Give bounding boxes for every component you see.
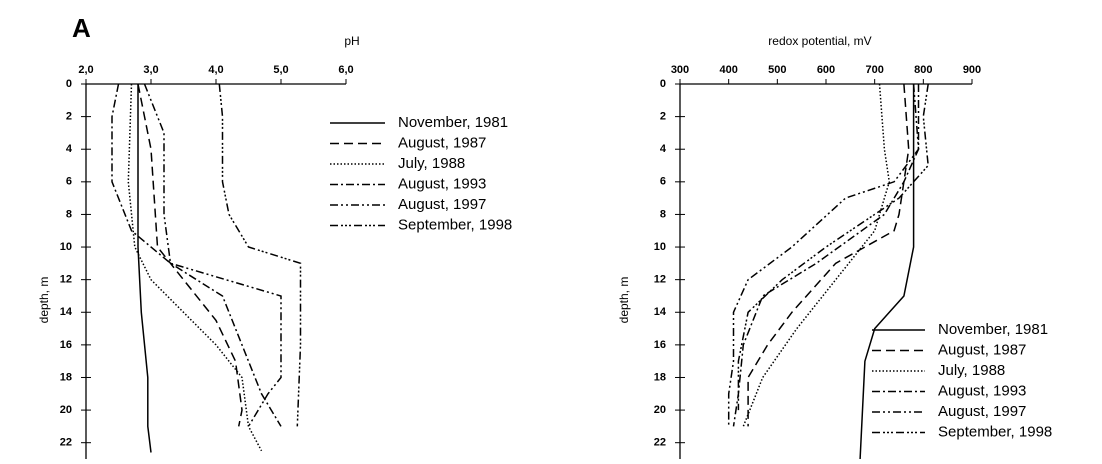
y-tick-label: 14 [654, 306, 667, 318]
y-axis-label: depth, m [617, 277, 631, 324]
y-tick-label: 22 [654, 437, 666, 449]
y-tick-label: 18 [654, 371, 666, 383]
legend-label: August, 1987 [938, 341, 1026, 358]
y-tick-label: 16 [654, 339, 666, 351]
panel-label: A [72, 13, 91, 43]
legend-label: August, 1997 [938, 403, 1026, 420]
x-tick-label: 800 [914, 64, 932, 76]
legend-label: November, 1981 [938, 321, 1048, 338]
x-tick-label: 6,0 [338, 64, 353, 76]
data-line [742, 83, 891, 427]
data-line [137, 84, 152, 453]
y-tick-label: 22 [60, 437, 72, 449]
y-tick-label: 4 [660, 143, 667, 155]
data-line [859, 84, 915, 460]
data-line [737, 83, 929, 411]
x-tick-label: 400 [719, 64, 737, 76]
x-tick-label: 500 [768, 64, 786, 76]
data-line [747, 83, 910, 427]
x-tick-label: 600 [817, 64, 835, 76]
y-tick-label: 14 [60, 306, 73, 318]
y-tick-label: 18 [60, 371, 72, 383]
data-line [732, 84, 920, 427]
x-axis-label: pH [344, 34, 359, 48]
data-line [143, 83, 282, 427]
data-line [218, 83, 302, 427]
y-tick-label: 20 [654, 404, 666, 416]
y-tick-label: 12 [60, 274, 72, 286]
legend-label: September, 1998 [398, 216, 512, 233]
x-tick-label: 300 [671, 64, 689, 76]
x-axis-label: redox potential, mV [768, 34, 871, 48]
x-tick-label: 700 [865, 64, 883, 76]
legend-label: July, 1988 [938, 362, 1005, 379]
x-tick-label: 900 [963, 64, 981, 76]
legend-label: August, 1997 [398, 196, 486, 213]
x-tick-label: 4,0 [208, 64, 223, 76]
legend-label: August, 1993 [938, 382, 1026, 399]
y-axis-label: depth, m [37, 277, 51, 324]
x-tick-label: 2,0 [78, 64, 93, 76]
data-line [137, 83, 243, 427]
y-tick-label: 10 [60, 241, 72, 253]
y-tick-label: 6 [66, 176, 72, 188]
y-tick-label: 0 [660, 78, 666, 90]
data-line [727, 83, 920, 427]
y-tick-label: 6 [660, 176, 666, 188]
x-tick-label: 5,0 [273, 64, 288, 76]
data-line [127, 83, 263, 452]
y-tick-label: 0 [66, 78, 72, 90]
y-tick-label: 12 [654, 274, 666, 286]
y-tick-label: 2 [66, 111, 72, 123]
y-tick-label: 10 [654, 241, 666, 253]
y-tick-label: 20 [60, 404, 72, 416]
y-tick-label: 16 [60, 339, 72, 351]
y-tick-label: 4 [66, 143, 73, 155]
y-tick-label: 8 [660, 208, 666, 220]
legend-label: July, 1988 [398, 155, 465, 172]
y-tick-label: 2 [660, 111, 666, 123]
y-tick-label: 8 [66, 208, 72, 220]
legend-label: August, 1987 [398, 134, 486, 151]
data-line [111, 83, 282, 427]
legend-label: November, 1981 [398, 114, 508, 131]
legend-label: August, 1993 [398, 175, 486, 192]
legend-label: September, 1998 [938, 423, 1052, 440]
x-tick-label: 3,0 [143, 64, 158, 76]
